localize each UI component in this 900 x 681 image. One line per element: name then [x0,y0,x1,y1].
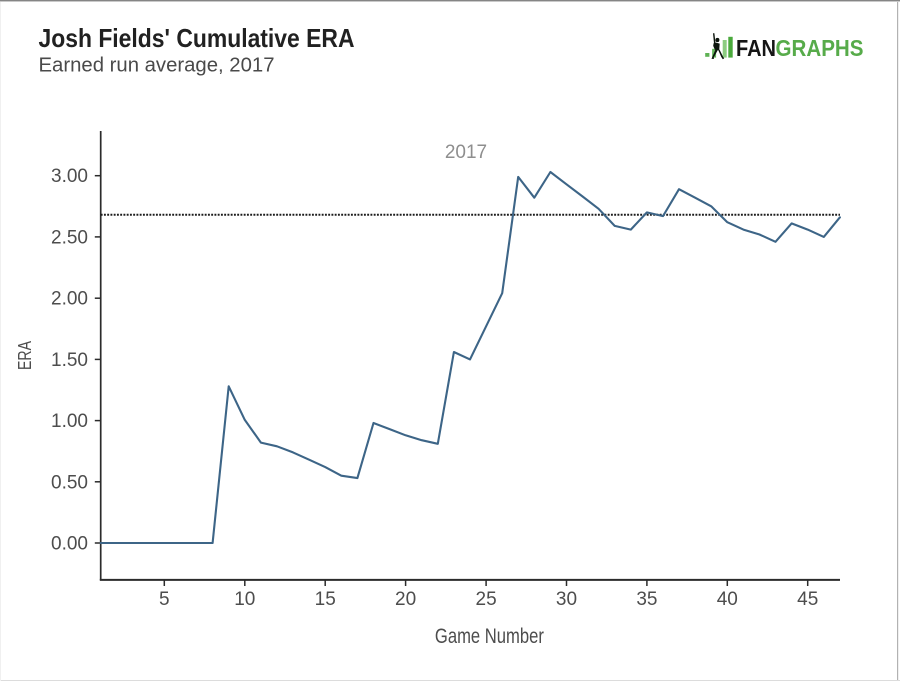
svg-text:ERA: ERA [15,341,35,370]
svg-text:30: 30 [556,589,577,610]
svg-text:Earned run average, 2017: Earned run average, 2017 [39,55,275,77]
svg-text:Josh Fields' Cumulative ERA: Josh Fields' Cumulative ERA [39,23,355,53]
svg-text:0.00: 0.00 [51,534,88,555]
svg-text:20: 20 [395,589,416,610]
svg-text:25: 25 [476,589,497,610]
svg-text:Game Number: Game Number [435,625,544,648]
svg-text:40: 40 [717,589,738,610]
svg-text:15: 15 [315,589,336,610]
svg-text:0.50: 0.50 [51,472,88,493]
svg-text:35: 35 [636,589,657,610]
svg-text:2.00: 2.00 [51,289,88,310]
svg-text:1.00: 1.00 [51,411,88,432]
svg-text:45: 45 [797,589,818,610]
svg-text:5: 5 [159,589,170,610]
svg-text:GRAPHS: GRAPHS [776,35,864,61]
svg-text:10: 10 [234,589,255,610]
svg-text:1.50: 1.50 [51,350,88,371]
svg-text:FAN: FAN [736,35,776,61]
svg-text:3.00: 3.00 [51,166,88,187]
svg-text:2017: 2017 [445,142,487,163]
svg-text:2.50: 2.50 [51,227,88,248]
